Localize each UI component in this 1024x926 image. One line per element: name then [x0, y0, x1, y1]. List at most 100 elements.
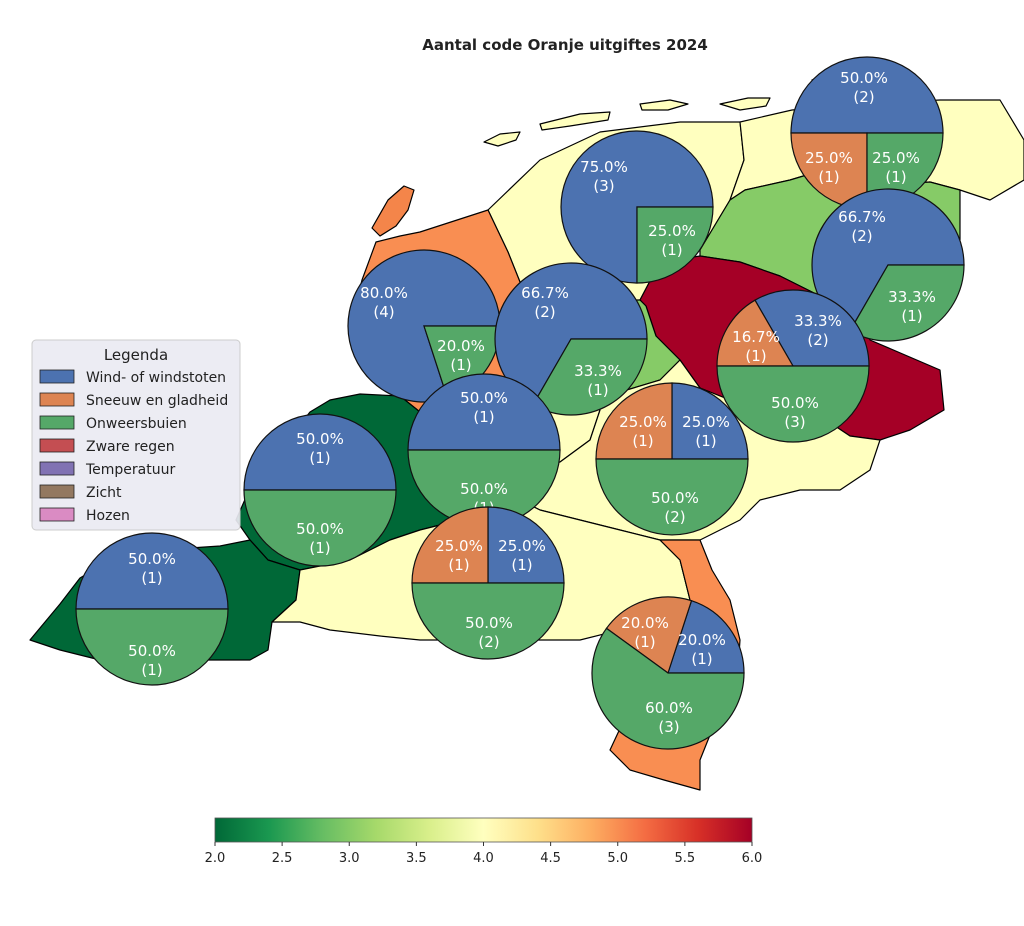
pie-slice-count: (2)	[478, 633, 499, 651]
pie-limburg: 20.0%(1)20.0%(1)60.0%(3)	[591, 596, 745, 750]
colorbar-tick-label: 4.0	[473, 851, 494, 866]
pie-slice	[487, 506, 565, 584]
legend-label: Onweersbuien	[86, 416, 187, 432]
pie-slice	[75, 532, 229, 610]
island-schiermonnikoog	[719, 97, 771, 111]
legend-swatch	[39, 392, 75, 407]
chart-title: Aantal code Oranje uitgiftes 2024	[422, 36, 708, 54]
pie-slice-percent: 50.0%	[651, 489, 699, 507]
pie-slice-count: (4)	[373, 303, 394, 321]
legend: Legenda Wind- of windstoten Sneeuw en gla…	[31, 339, 241, 531]
pie-slice-count: (1)	[632, 432, 653, 450]
colorbar-tick-label: 2.0	[205, 851, 226, 866]
pie-slice-count: (1)	[511, 556, 532, 574]
pie-slice	[595, 458, 749, 536]
pie-zeeland: 50.0%(1)50.0%(1)	[75, 532, 229, 686]
pie-slice-count: (1)	[587, 381, 608, 399]
island-terschelling	[539, 111, 611, 131]
colorbar-tick-label: 3.0	[339, 851, 360, 866]
pie-slice-count: (2)	[853, 88, 874, 106]
pie-slice-percent: 25.0%	[435, 537, 483, 555]
legend-swatch	[39, 484, 75, 499]
pie-slice-percent: 50.0%	[771, 394, 819, 412]
pie-slice-count: (2)	[664, 508, 685, 526]
pie-utrecht: 50.0%(1)50.0%(1)	[407, 373, 561, 527]
pie-slice-percent: 50.0%	[128, 642, 176, 660]
pie-flevoland: 66.7%(2) 33.3%(1)	[494, 262, 648, 416]
pie-slice-percent: 25.0%	[498, 537, 546, 555]
legend-label: Temperatuur	[85, 462, 175, 478]
pie-slice	[595, 382, 673, 460]
pie-slice-percent: 50.0%	[296, 430, 344, 448]
pie-slice-count: (1)	[450, 356, 471, 374]
colorbar-tick-label: 6.0	[742, 851, 763, 866]
pie-slice-count: (1)	[448, 556, 469, 574]
pie-slice	[411, 506, 489, 584]
pie-slice-percent: 50.0%	[460, 480, 508, 498]
colorbar-tick-label: 2.5	[272, 851, 293, 866]
legend-swatch	[39, 507, 75, 522]
pie-slice	[716, 299, 795, 367]
pie-slice-count: (1)	[901, 307, 922, 325]
pie-slice-percent: 50.0%	[460, 389, 508, 407]
pie-slice-count: (1)	[141, 661, 162, 679]
pie-slice	[605, 596, 693, 674]
pie-slice-count: (1)	[473, 408, 494, 426]
island-vlieland	[483, 131, 521, 147]
pie-friesland: 75.0%(3) 25.0%(1)	[560, 130, 714, 284]
pie-overijssel: 33.3%(2) 16.7%(1) 50.0%(3)	[716, 289, 870, 443]
pie-slice-count: (3)	[658, 718, 679, 736]
pie-slice-count: (2)	[807, 331, 828, 349]
pie-slice-percent: 50.0%	[296, 520, 344, 538]
pie-slice-count: (1)	[691, 650, 712, 668]
pie-slice-count: (1)	[634, 633, 655, 651]
pie-slice	[716, 365, 870, 443]
pie-slice-count: (1)	[745, 347, 766, 365]
pie-slice-count: (1)	[818, 168, 839, 186]
island-ameland	[639, 99, 689, 111]
pie-slice-percent: 33.3%	[574, 362, 622, 380]
pie-slice-percent: 25.0%	[619, 413, 667, 431]
pie-noord-brabant: 25.0%(1)25.0%(1)50.0%(2)	[411, 506, 565, 660]
legend-swatch	[39, 438, 75, 453]
pie-slice-percent: 33.3%	[794, 312, 842, 330]
pie-gelderland: 25.0%(1)25.0%(1)50.0%(2)	[595, 382, 749, 536]
pie-slice-percent: 20.0%	[678, 631, 726, 649]
colorbar: 2.0 2.5 3.0 3.5 4.0 4.5 5.0 5.5 6.0	[205, 817, 763, 866]
pie-slice-percent: 66.7%	[838, 208, 886, 226]
pie-slice-percent: 50.0%	[465, 614, 513, 632]
pie-slice-percent: 50.0%	[128, 550, 176, 568]
colorbar-gradient	[214, 817, 753, 843]
legend-title: Legenda	[104, 346, 168, 364]
pie-slice-percent: 16.7%	[732, 328, 780, 346]
legend-label: Zicht	[86, 485, 122, 501]
pie-slice	[667, 599, 745, 674]
legend-swatch	[39, 415, 75, 430]
pie-slice-percent: 25.0%	[682, 413, 730, 431]
pie-slice	[243, 489, 397, 567]
pie-slice	[790, 56, 944, 134]
colorbar-tick-label: 5.5	[675, 851, 696, 866]
legend-label: Sneeuw en gladheid	[86, 393, 228, 409]
pie-slice-percent: 33.3%	[888, 288, 936, 306]
pie-slice-percent: 25.0%	[872, 149, 920, 167]
legend-swatch	[39, 461, 75, 476]
pie-slice	[636, 206, 714, 284]
pie-slice-count: (1)	[309, 449, 330, 467]
pie-slice	[671, 382, 749, 460]
pie-slice-count: (2)	[851, 227, 872, 245]
pie-slice	[243, 413, 397, 491]
colorbar-tick-label: 5.0	[607, 851, 628, 866]
pie-zuid-holland: 50.0%(1)50.0%(1)	[243, 413, 397, 567]
legend-label: Zware regen	[86, 439, 175, 455]
pie-slice-count: (1)	[309, 539, 330, 557]
pie-slice	[411, 582, 565, 660]
legend-label: Hozen	[86, 508, 130, 524]
colorbar-tick-label: 4.5	[540, 851, 561, 866]
legend-swatch	[39, 369, 75, 384]
pie-slice-percent: 80.0%	[360, 284, 408, 302]
pie-slice	[75, 608, 229, 686]
pie-slice	[849, 264, 965, 342]
pie-slice	[754, 289, 870, 367]
